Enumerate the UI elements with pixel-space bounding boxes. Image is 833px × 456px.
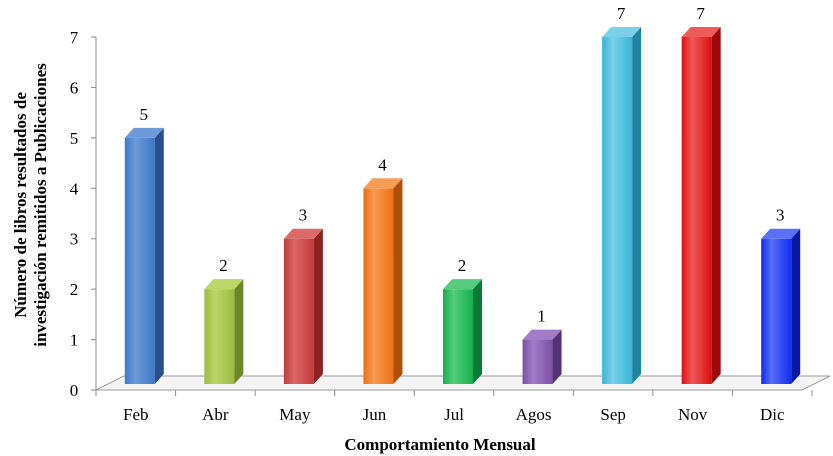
bar-side bbox=[711, 27, 721, 384]
x-category-label: Jul bbox=[444, 405, 464, 424]
bar bbox=[522, 329, 562, 384]
bar bbox=[681, 27, 721, 384]
bar-top bbox=[681, 27, 721, 37]
data-labels: 5 2 3 4 2 1 7 7 3 bbox=[140, 4, 785, 326]
bar-side bbox=[552, 329, 562, 384]
bar-top bbox=[124, 127, 164, 138]
data-label: 2 bbox=[458, 256, 467, 275]
x-category-label: Sep bbox=[600, 405, 626, 424]
bar-side bbox=[393, 178, 403, 384]
bar bbox=[363, 178, 403, 384]
x-category-label: Jun bbox=[363, 405, 387, 424]
bar-side bbox=[632, 27, 642, 384]
data-label: 7 bbox=[617, 4, 626, 23]
x-category-labels: Feb Abr May Jun Jul Agos Sep Nov Dic bbox=[123, 405, 785, 424]
data-label: 3 bbox=[299, 206, 308, 225]
bar-top bbox=[443, 279, 482, 290]
data-label: 1 bbox=[537, 307, 546, 326]
bar bbox=[283, 228, 323, 384]
bar-top bbox=[283, 228, 323, 239]
y-tick-label: 0 bbox=[70, 381, 79, 400]
data-label: 4 bbox=[378, 155, 387, 174]
y-tick-label: 5 bbox=[70, 129, 79, 148]
bar-top bbox=[761, 228, 801, 239]
data-label: 5 bbox=[140, 105, 149, 124]
y-axis-title-line-1: Número de libros resultados de bbox=[11, 92, 30, 318]
x-category-label: May bbox=[279, 405, 311, 424]
bar-top bbox=[363, 178, 403, 189]
bar-top bbox=[602, 27, 642, 37]
y-tick-label: 7 bbox=[70, 28, 79, 47]
bar-front bbox=[124, 137, 155, 384]
bar-side bbox=[313, 228, 323, 384]
y-tick-labels: 0 1 2 3 4 5 6 7 bbox=[70, 28, 79, 400]
x-axis-title: Comportamiento Mensual bbox=[344, 435, 536, 454]
bar-front bbox=[602, 37, 633, 384]
bar bbox=[204, 279, 244, 384]
y-tick-label: 1 bbox=[70, 331, 79, 350]
bar-top bbox=[522, 329, 562, 340]
data-label: 7 bbox=[696, 4, 705, 23]
bar bbox=[443, 279, 482, 384]
x-category-label: Abr bbox=[202, 405, 229, 424]
bar bbox=[761, 228, 801, 384]
x-category-label: Feb bbox=[123, 405, 149, 424]
bar-top bbox=[204, 279, 244, 290]
bar-front bbox=[363, 188, 394, 384]
bar-side bbox=[473, 279, 482, 384]
data-label: 2 bbox=[219, 256, 228, 275]
bar-front bbox=[204, 289, 235, 384]
y-tick-label: 3 bbox=[70, 230, 79, 249]
bar-side bbox=[154, 127, 164, 384]
y-tick-label: 6 bbox=[70, 78, 79, 97]
x-category-label: Nov bbox=[678, 405, 708, 424]
bar-side bbox=[791, 228, 801, 384]
bar bbox=[124, 127, 164, 384]
bar-front bbox=[283, 238, 314, 384]
bar-front bbox=[681, 37, 712, 384]
bar-side bbox=[234, 279, 244, 384]
y-axis-title-line-2: investigación remitidos a Publicaciones bbox=[31, 63, 50, 347]
y-axis-title: Número de libros resultados de investiga… bbox=[11, 63, 50, 347]
bar-front bbox=[761, 238, 792, 384]
x-category-label: Dic bbox=[760, 405, 785, 424]
bars bbox=[124, 27, 801, 384]
bar bbox=[602, 27, 642, 384]
bar-front bbox=[443, 289, 473, 384]
y-tick-label: 4 bbox=[70, 179, 79, 198]
bar-front bbox=[522, 339, 553, 384]
y-tick-label: 2 bbox=[70, 280, 79, 299]
x-category-label: Agos bbox=[516, 405, 552, 424]
data-label: 3 bbox=[776, 206, 785, 225]
